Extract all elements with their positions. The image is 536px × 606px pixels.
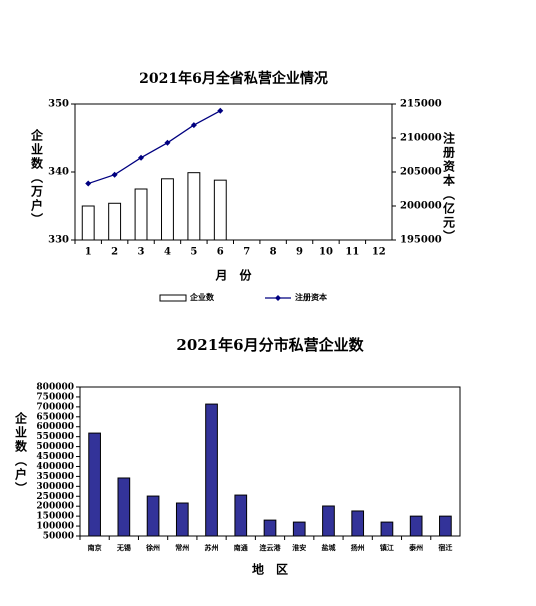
marker [138,154,145,161]
bar [292,521,306,537]
bar [263,519,277,537]
x-tick-label: 连云港 [260,543,282,552]
y-tick-label: 250000 [36,492,74,502]
y2-tick-label: 205000 [400,167,442,178]
y2-tick-label: 215000 [400,99,442,110]
line [88,110,221,185]
y-tick-label: 650000 [36,412,74,422]
bar [117,477,131,537]
x-tick-label: 10 [319,247,333,258]
y-axis-label: 企业数（户） [14,411,28,496]
x-axis-label: 地 区 [252,562,288,577]
x-tick-label: 南京 [88,543,102,552]
x-tick-label: 扬州 [351,543,365,552]
y-tick-label: 150000 [36,512,74,522]
plot-area [74,103,393,241]
y2-tick-label: 195000 [400,235,442,246]
x-tick-label: 苏州 [205,543,219,552]
x-tick-label: 徐州 [145,543,160,552]
y-tick-label: 350000 [36,472,74,482]
bar [213,179,227,241]
x-tick-label: 2 [111,247,118,258]
y-tick-label: 550000 [36,432,74,442]
y-tick-label: 400000 [36,462,74,472]
x-tick-label: 4 [164,247,171,258]
bar [439,515,452,537]
marker [217,107,224,114]
chart-title: 2021年6月全省私营企业情况 [139,70,328,87]
x-tick-label: 9 [296,247,303,258]
bar [187,172,201,241]
legend-marker [275,295,281,301]
y-tick-label: 300000 [36,482,74,492]
y-axis-label: 企业数（万户） [30,128,44,227]
bar [146,495,160,537]
bar [81,205,95,241]
x-tick-label: 泰州 [408,543,423,552]
x-tick-label: 南通 [234,543,249,552]
marker [111,171,118,178]
legend-label: 注册资本 [295,292,327,302]
y2-tick-label: 200000 [400,201,442,212]
y-tick-label: 600000 [36,422,74,432]
marker [164,139,171,146]
y-tick-label: 330 [48,235,69,246]
x-tick-label: 7 [243,247,250,258]
x-tick-label: 12 [372,247,386,258]
y-tick-label: 700000 [36,402,74,412]
bar [322,505,335,537]
y-tick-label: 800000 [36,383,74,393]
x-tick-label: 11 [345,247,359,258]
x-tick-label: 淮安 [292,543,306,552]
y-tick-label: 100000 [36,522,74,532]
y-tick-label: 340 [48,167,69,178]
x-axis-label: 月 份 [214,268,252,283]
y-tick-label: 50000 [43,532,74,542]
y-tick-label: 350 [48,99,69,110]
x-tick-label: 常州 [175,543,189,552]
bar [134,188,148,241]
x-tick-label: 宿迁 [438,543,452,552]
bar [161,178,174,241]
bar [380,521,394,537]
x-tick-label: 5 [190,247,197,258]
y-tick-label: 450000 [36,452,74,462]
chart-title: 2021年6月分市私营企业数 [176,336,364,354]
x-tick-label: 无锡 [116,543,131,552]
bar [409,515,423,537]
y2-axis-label: 注册资本（亿元） [442,131,456,244]
x-tick-label: 3 [138,247,145,258]
x-tick-label: 1 [85,247,92,258]
legend-swatch [159,294,187,302]
marker [190,122,197,129]
legend-label: 企业数 [189,292,215,302]
y-tick-label: 750000 [36,392,74,402]
y-tick-label: 500000 [36,442,74,452]
bar [108,202,122,241]
bar [205,403,218,537]
x-tick-label: 镇江 [380,543,394,552]
y-tick-label: 200000 [36,502,74,512]
marker [85,180,92,187]
x-tick-label: 6 [217,247,224,258]
x-tick-label: 8 [270,247,277,258]
y2-tick-label: 210000 [400,133,442,144]
bar [234,494,248,537]
x-tick-label: 盐城 [321,543,335,552]
bar [88,432,101,537]
bar [351,510,365,537]
bar [175,502,189,537]
plot-area [79,386,461,537]
